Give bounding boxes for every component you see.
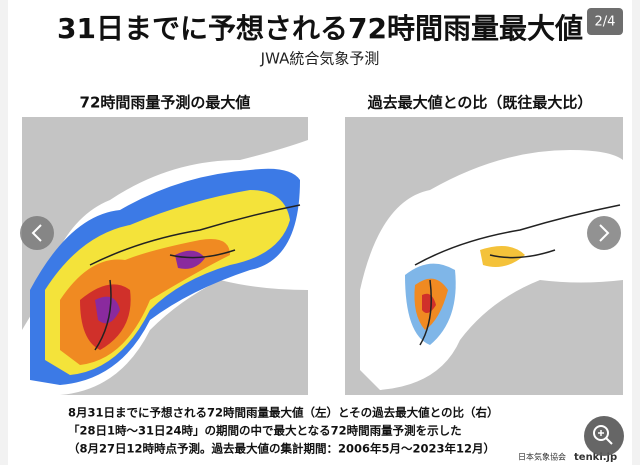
subtitle: JWA統合気象予測	[260, 50, 380, 68]
next-button[interactable]	[587, 216, 621, 250]
right-map	[345, 117, 623, 395]
counter: 2/4	[595, 15, 616, 30]
prev-button[interactable]	[20, 216, 54, 250]
coastline	[414, 204, 621, 346]
rain-area	[175, 250, 205, 269]
coastline	[89, 204, 301, 351]
rain-area	[95, 296, 120, 324]
counter-badge	[587, 8, 623, 35]
panel-title: 72時間雨量予測の最大値	[80, 94, 251, 112]
caption: 8月31日までに予想される72時間雨量最大値（左）とその過去最大値との比（右）	[68, 406, 499, 420]
zoom-button[interactable]	[584, 416, 624, 456]
brand-logo: tenki.jp	[574, 452, 617, 463]
org-logo: 日本気象協会	[518, 452, 566, 462]
left-map	[22, 117, 308, 395]
caption: （8月27日12時時点予測。過去最大値の集計期間：2006年5月～2023年12…	[68, 442, 495, 456]
ratio-area	[422, 293, 436, 314]
caption: 「28日1時～31日24時」の期間の中で最大となる72時間雨量予測を示した	[68, 424, 462, 438]
title: 31日までに予想される72時間雨量最大値	[57, 12, 583, 45]
panel-title: 過去最大値との比（既往最大比）	[367, 94, 593, 112]
